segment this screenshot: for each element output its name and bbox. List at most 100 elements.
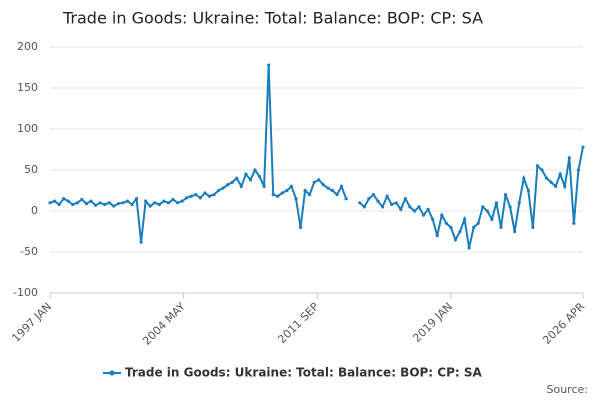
data-point <box>226 183 230 187</box>
data-point <box>262 184 266 188</box>
data-point <box>376 199 380 203</box>
data-point <box>358 201 362 205</box>
data-point <box>212 193 216 197</box>
data-point <box>112 204 116 208</box>
data-point <box>485 209 489 213</box>
data-point <box>540 168 544 172</box>
data-point <box>462 217 467 221</box>
data-point <box>572 221 576 225</box>
data-point <box>467 246 471 250</box>
data-point <box>125 199 130 203</box>
data-point <box>203 191 207 195</box>
data-point <box>280 191 284 195</box>
data-point <box>554 184 558 188</box>
y-tick-label: -50 <box>20 245 38 258</box>
data-point <box>513 229 517 234</box>
data-point <box>458 229 462 234</box>
data-point <box>52 199 57 203</box>
data-point <box>71 202 75 207</box>
data-point <box>431 217 435 221</box>
data-point <box>75 201 79 205</box>
data-point <box>453 238 458 242</box>
data-point <box>339 184 344 188</box>
y-tick-label: 150 <box>17 81 38 94</box>
data-point <box>171 197 175 202</box>
legend-label: Trade in Goods: Ukraine: Total: Balance:… <box>125 366 483 380</box>
y-tick-label: 0 <box>31 204 38 217</box>
x-tick-label: 2004 MAY <box>140 300 188 348</box>
data-point <box>481 205 485 209</box>
y-tick-label: 50 <box>24 163 38 176</box>
data-point <box>98 201 102 205</box>
y-tick-label: -100 <box>13 286 38 299</box>
data-point <box>189 194 193 198</box>
data-point <box>253 168 257 172</box>
x-tick-label: 2026 APR <box>540 300 587 347</box>
x-tick-label: 2019 JAN <box>410 300 455 345</box>
data-point <box>103 202 107 207</box>
data-point <box>276 194 280 198</box>
data-point <box>239 184 243 188</box>
data-point <box>48 201 52 205</box>
data-point <box>399 207 403 211</box>
x-tick-label: 1997 JAN <box>9 300 54 345</box>
data-point <box>549 180 553 184</box>
data-point <box>390 202 394 207</box>
y-tick-label: 200 <box>17 40 38 53</box>
data-point <box>57 202 61 207</box>
data-point <box>321 183 325 187</box>
data-point <box>144 199 148 203</box>
data-point <box>394 201 398 205</box>
data-point <box>198 196 202 200</box>
data-point <box>403 197 407 201</box>
data-point <box>499 225 503 229</box>
data-point <box>371 193 376 197</box>
data-point <box>194 193 198 197</box>
data-point <box>476 221 480 225</box>
legend-marker <box>109 370 115 376</box>
data-point <box>107 201 111 205</box>
data-point <box>303 188 307 193</box>
data-point <box>503 193 508 197</box>
data-point <box>207 194 212 198</box>
data-point <box>526 188 530 193</box>
data-point <box>294 197 298 201</box>
data-point <box>531 225 535 229</box>
data-point <box>367 197 371 201</box>
data-point <box>508 205 512 209</box>
data-point <box>139 240 143 244</box>
data-point <box>221 186 225 190</box>
data-point <box>435 234 439 238</box>
data-point <box>89 199 93 203</box>
data-point <box>298 225 303 229</box>
data-point <box>130 202 134 207</box>
data-point <box>335 193 339 197</box>
data-point <box>66 199 70 203</box>
data-point <box>148 204 152 208</box>
data-point <box>185 196 189 200</box>
series-line <box>49 65 584 249</box>
data-point <box>426 207 430 211</box>
data-point <box>472 225 476 229</box>
data-point <box>563 184 567 188</box>
data-point <box>235 176 239 180</box>
data-point <box>408 205 412 209</box>
data-point <box>248 178 253 182</box>
data-point <box>535 164 540 168</box>
data-point <box>522 176 526 180</box>
data-point <box>567 156 571 160</box>
chart-title: Trade in Goods: Ukraine: Total: Balance:… <box>62 9 483 28</box>
data-point <box>153 201 157 205</box>
data-point <box>344 197 348 201</box>
data-point <box>93 203 98 207</box>
data-point <box>380 205 385 209</box>
source: Source: <box>547 383 589 396</box>
data-point <box>440 213 444 217</box>
data-point <box>385 194 389 198</box>
data-point <box>116 202 120 206</box>
data-point <box>244 172 248 176</box>
x-tick-label: 2011 SEP <box>275 300 321 346</box>
data-point <box>175 201 180 205</box>
data-point <box>289 184 294 188</box>
data-point <box>581 145 585 149</box>
